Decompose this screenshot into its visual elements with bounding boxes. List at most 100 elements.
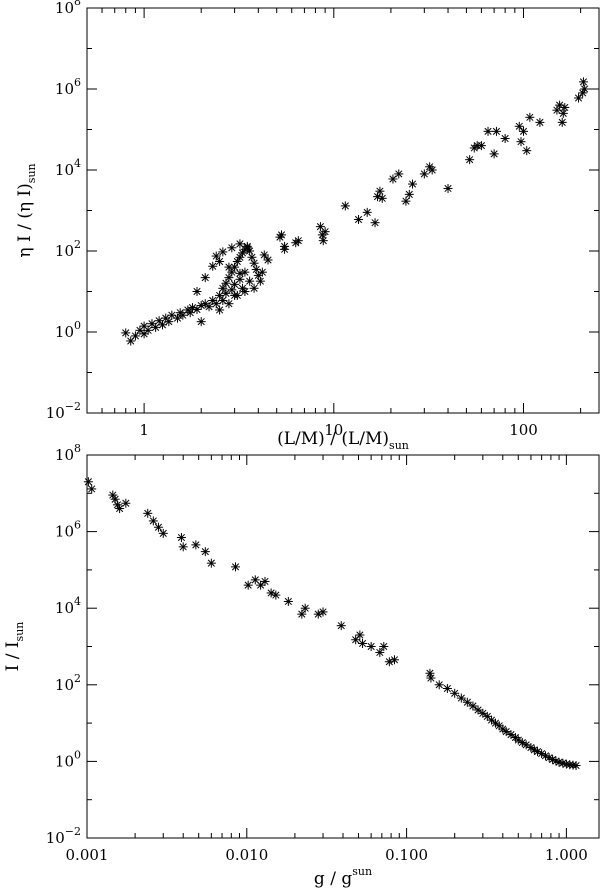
data-point <box>427 165 437 175</box>
data-point <box>456 693 466 703</box>
data-point <box>535 117 545 127</box>
data-point <box>519 126 529 136</box>
data-point <box>375 186 385 196</box>
data-point <box>557 117 567 127</box>
data-point <box>578 77 588 87</box>
data-point <box>143 325 153 335</box>
data-point <box>148 516 158 526</box>
data-point <box>336 621 346 631</box>
data-point <box>249 258 259 268</box>
data-point <box>87 484 97 494</box>
y-tick-label: 106 <box>55 76 81 98</box>
data-point <box>558 108 568 118</box>
data-point <box>191 540 201 550</box>
data-point <box>478 708 488 718</box>
x-tick-label: 0.100 <box>385 846 428 864</box>
data-point <box>157 320 167 330</box>
y-tick-label: 106 <box>55 519 81 541</box>
x-tick-label: 100 <box>509 421 538 439</box>
data-point <box>215 257 225 267</box>
data-point <box>521 740 531 750</box>
data-point <box>500 133 510 143</box>
data-point <box>389 655 399 665</box>
data-point <box>192 287 202 296</box>
x-tick-label: 1.000 <box>545 846 588 864</box>
data-point <box>135 325 145 335</box>
data-point <box>231 562 241 572</box>
data-point <box>522 146 532 156</box>
y-tick-label: 100 <box>55 748 81 770</box>
data-point <box>121 328 131 338</box>
data-point <box>218 247 228 257</box>
data-point <box>130 331 140 341</box>
data-point <box>379 642 389 651</box>
y-tick-label: 10−2 <box>46 400 81 422</box>
data-point <box>450 688 460 698</box>
data-point <box>263 255 273 265</box>
data-point <box>525 112 535 122</box>
data-point <box>158 528 168 538</box>
data-point <box>237 283 247 293</box>
data-point <box>176 533 186 543</box>
data-point <box>537 749 547 759</box>
y-tick-label: 108 <box>55 0 81 17</box>
data-point <box>215 305 225 315</box>
data-point <box>487 715 497 725</box>
data-point <box>178 542 188 552</box>
data-point <box>408 179 418 189</box>
data-point <box>293 236 303 246</box>
data-point <box>227 243 237 253</box>
data-point <box>514 121 524 131</box>
data-point <box>164 317 174 327</box>
data-point <box>366 642 376 651</box>
data-point <box>580 84 590 94</box>
top-scatter-panel: 1 10 100 10−2 100 102 104 106 108 (L/M) / (L/M)su… <box>15 0 600 452</box>
data-point <box>208 261 218 271</box>
data-point <box>260 576 270 586</box>
data-point <box>300 603 310 613</box>
y-tick-label: 104 <box>55 595 81 617</box>
data-point <box>501 727 511 737</box>
data-point <box>243 580 253 590</box>
x-tick-label: 0.010 <box>225 846 268 864</box>
data-point <box>280 244 290 254</box>
data-point <box>516 137 526 147</box>
y-tick-label: 102 <box>55 238 81 260</box>
x-tick-label: 0.001 <box>66 846 109 864</box>
data-point <box>370 218 380 228</box>
data-point <box>476 141 486 151</box>
data-point <box>320 227 330 237</box>
data-point <box>394 169 404 179</box>
data-point <box>255 276 265 286</box>
y-tick-label: 102 <box>55 672 81 694</box>
data-point <box>249 283 259 293</box>
data-point <box>560 102 570 112</box>
data-point <box>404 189 414 199</box>
data-point <box>277 230 287 240</box>
data-point <box>375 647 385 657</box>
data-point <box>318 236 328 246</box>
data-point <box>468 701 478 711</box>
x-axis-label: g / gsun <box>314 865 372 889</box>
data-point <box>224 262 234 272</box>
data-point <box>153 522 163 532</box>
data-point <box>340 201 350 211</box>
data-point <box>235 268 245 278</box>
data-point <box>242 243 252 253</box>
data-point <box>489 149 499 159</box>
data-point <box>115 504 125 514</box>
data-point <box>200 273 210 283</box>
data-point <box>574 93 584 103</box>
data-point <box>434 680 444 690</box>
y-axis-label: η I / (η I)sun <box>15 163 38 257</box>
plot-frame <box>86 7 600 414</box>
data-point <box>426 673 436 683</box>
data-point <box>483 126 493 136</box>
data-point <box>227 285 237 295</box>
data-point <box>283 596 293 606</box>
data-point <box>442 684 452 694</box>
data-point <box>206 558 216 568</box>
data-point <box>196 317 206 327</box>
data-point <box>318 607 328 617</box>
